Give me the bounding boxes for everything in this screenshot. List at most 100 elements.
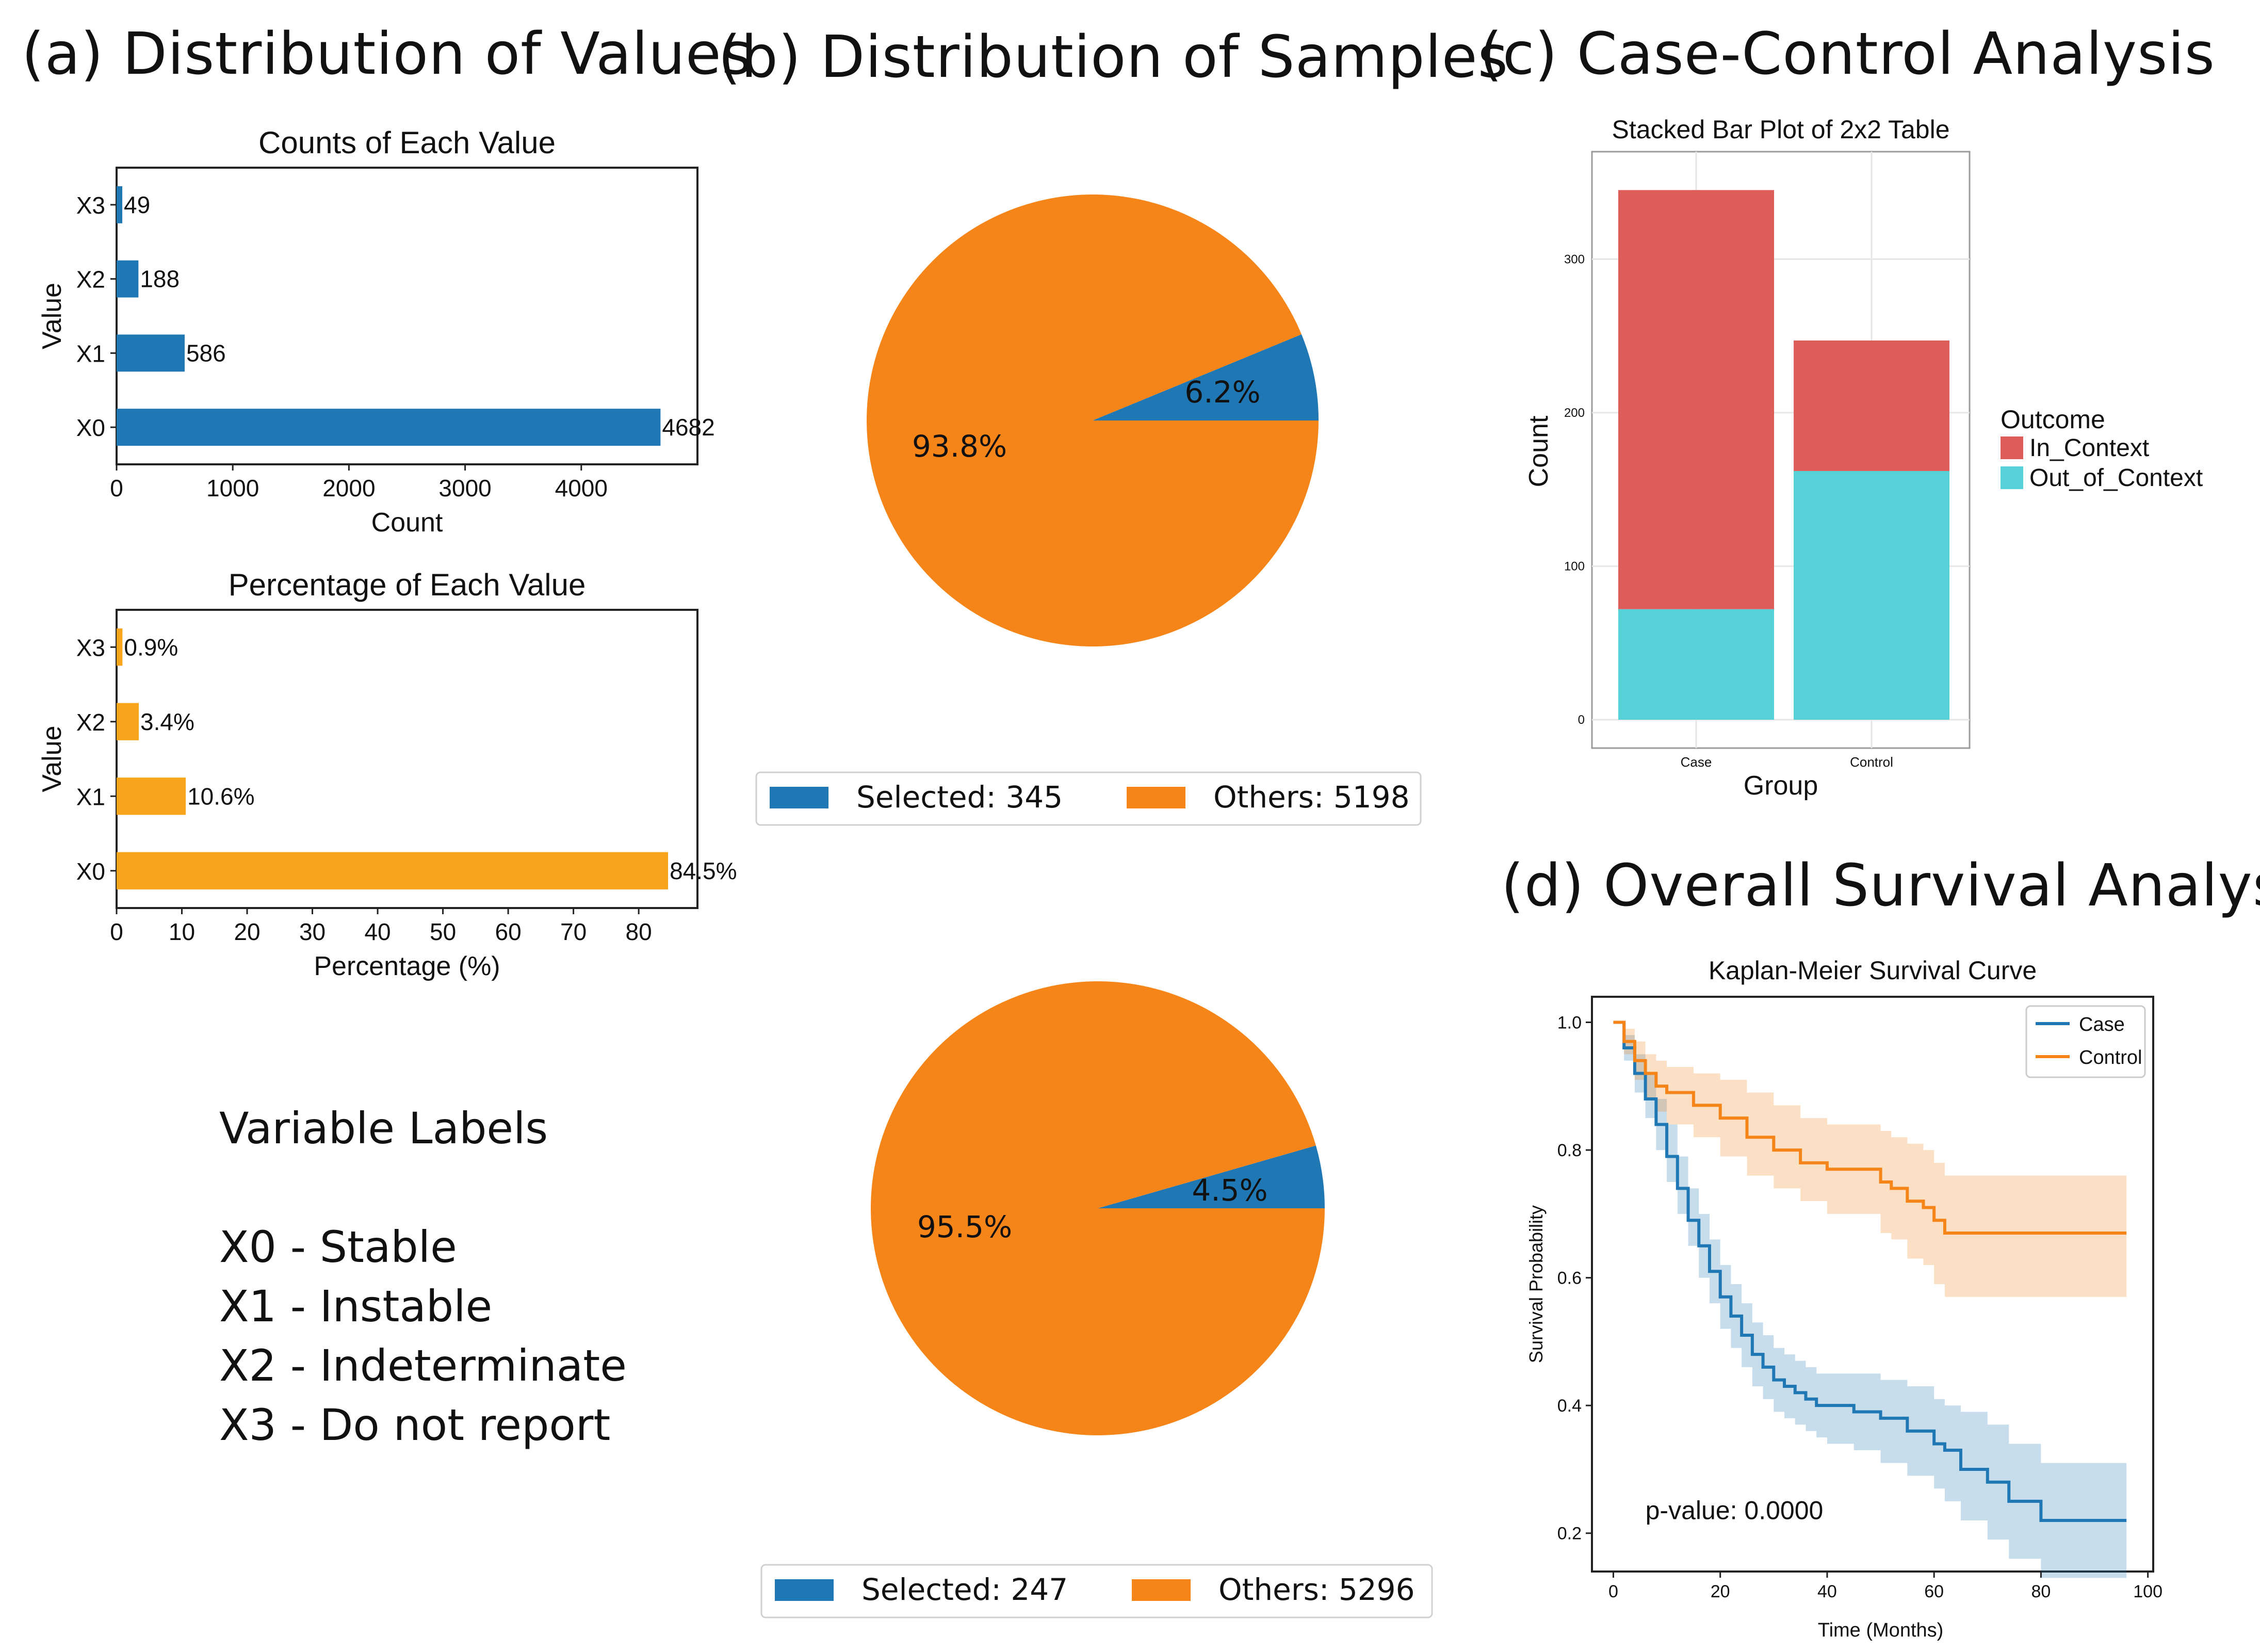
x-tick-label: 2000 bbox=[322, 475, 375, 501]
pie-pct-label: 93.8% bbox=[912, 429, 1007, 464]
legend-label: Selected: 345 bbox=[856, 780, 1063, 815]
y-tick-label: X3 bbox=[76, 192, 105, 219]
y-tick-label: 1.0 bbox=[1557, 1013, 1582, 1033]
x-tick-label: 60 bbox=[495, 918, 522, 945]
y-tick-label: X2 bbox=[76, 709, 105, 736]
variable-label-item: X3 - Do not report bbox=[219, 1400, 611, 1450]
bar-x0 bbox=[117, 409, 661, 446]
bar-x1 bbox=[117, 334, 185, 372]
y-axis-label: Survival Probability bbox=[1525, 1205, 1547, 1363]
x-tick-label: Control bbox=[1850, 754, 1893, 770]
panel-title-d: (d) Overall Survival Analysis bbox=[1501, 852, 2260, 919]
stacked-bar-control-in_context bbox=[1794, 341, 1949, 471]
y-tick-label: 0.8 bbox=[1557, 1141, 1582, 1160]
x-tick-label: 50 bbox=[430, 918, 456, 945]
chart-pie2: 4.5% 95.5% Selected: 247 Others: 5296 bbox=[760, 981, 1433, 1618]
variable-label-item: X0 - Stable bbox=[219, 1222, 457, 1272]
stacked-bar-case-out_of_context bbox=[1618, 609, 1774, 720]
x-tick-label: 0 bbox=[110, 475, 123, 501]
variable-labels-title: Variable Labels bbox=[219, 1103, 548, 1154]
legend-label: Selected: 247 bbox=[861, 1572, 1068, 1607]
chart-title: Counts of Each Value bbox=[258, 125, 556, 160]
x-tick-label: 3000 bbox=[438, 475, 491, 501]
y-tick-label: X3 bbox=[76, 634, 105, 661]
legend-label: Others: 5198 bbox=[1213, 780, 1409, 815]
x-tick-label: 40 bbox=[364, 918, 391, 945]
y-tick-label: X0 bbox=[76, 414, 105, 441]
y-tick-label: 300 bbox=[1564, 252, 1585, 266]
x-tick-label: 40 bbox=[1817, 1582, 1837, 1601]
chart-counts: Counts of Each Value 49 X3 188 X2 586 X1 4682 X0… bbox=[37, 125, 715, 538]
chart-stacked: 0 100 200 300 Case Control Stacked Bar Plot of… bbox=[1524, 115, 2203, 801]
y-tick-label: X1 bbox=[76, 783, 105, 810]
legend-label: Out_of_Context bbox=[2029, 464, 2203, 492]
panel-title-c: (c) Case-Control Analysis bbox=[1479, 21, 2215, 88]
pie-slice-others bbox=[871, 981, 1325, 1435]
x-tick-label: 20 bbox=[234, 918, 260, 945]
ci-band-control bbox=[1613, 1022, 2127, 1297]
legend-label: Control bbox=[2079, 1047, 2142, 1068]
y-tick-label: 0.6 bbox=[1557, 1269, 1582, 1288]
bar-x1 bbox=[117, 778, 186, 815]
legend-swatch bbox=[770, 787, 828, 808]
x-axis-label: Group bbox=[1744, 771, 1818, 801]
y-tick-label: X2 bbox=[76, 266, 105, 293]
x-tick-label: 80 bbox=[626, 918, 652, 945]
x-tick-label: 4000 bbox=[555, 475, 608, 501]
bar-value-label: 49 bbox=[124, 191, 150, 218]
legend-swatch bbox=[2001, 436, 2023, 459]
x-tick-label: 20 bbox=[1711, 1582, 1730, 1601]
legend-swatch bbox=[1127, 787, 1185, 808]
x-tick-label: 100 bbox=[2133, 1582, 2163, 1601]
x-tick-label: 70 bbox=[560, 918, 587, 945]
pie-legend-box bbox=[755, 771, 1422, 826]
survival-line-case bbox=[1613, 1021, 2127, 1522]
variable-label-item: X1 - Instable bbox=[219, 1281, 493, 1332]
bar-value-label: 188 bbox=[140, 266, 180, 293]
y-tick-label: 0.4 bbox=[1557, 1396, 1582, 1416]
bar-value-label: 10.6% bbox=[187, 783, 254, 809]
stacked-bar-control-out_of_context bbox=[1794, 471, 1949, 720]
x-tick-label: 30 bbox=[299, 918, 326, 945]
pie-slice-others bbox=[867, 194, 1319, 646]
y-tick-label: 100 bbox=[1564, 559, 1585, 573]
y-tick-label: X0 bbox=[76, 858, 105, 885]
x-axis-label: Percentage (%) bbox=[314, 951, 500, 981]
y-axis-label: Count bbox=[1524, 415, 1554, 487]
x-tick-label: 80 bbox=[2031, 1582, 2051, 1601]
legend-label: Case bbox=[2079, 1014, 2125, 1035]
variable-label-item: X2 - Indeterminate bbox=[219, 1340, 627, 1391]
y-axis-label: Value bbox=[37, 725, 67, 792]
chart-percentage: Percentage of Each Value 0.9% X3 3.4% X2 10.6… bbox=[37, 568, 737, 981]
y-tick-label: 200 bbox=[1564, 406, 1585, 420]
x-axis-label: Time (Months) bbox=[1818, 1619, 1944, 1641]
x-tick-label: Case bbox=[1681, 754, 1712, 770]
y-tick-label: 0 bbox=[1578, 713, 1585, 727]
bar-value-label: 3.4% bbox=[140, 708, 194, 735]
y-axis-label: Value bbox=[37, 283, 67, 349]
x-tick-label: 0 bbox=[110, 918, 123, 945]
stacked-bar-case-in_context bbox=[1618, 190, 1774, 609]
bar-x2 bbox=[117, 260, 139, 298]
legend-label: In_Context bbox=[2029, 434, 2149, 462]
pie-pct-label: 6.2% bbox=[1184, 375, 1260, 410]
bar-x3 bbox=[117, 186, 123, 223]
bar-x3 bbox=[117, 628, 123, 666]
x-tick-label: 0 bbox=[1608, 1582, 1618, 1601]
plot-frame bbox=[116, 609, 698, 909]
legend-label: Others: 5296 bbox=[1218, 1572, 1414, 1607]
chart-title: Stacked Bar Plot of 2x2 Table bbox=[1612, 115, 1949, 144]
panel-title-b: (b) Distribution of Samples bbox=[718, 24, 1508, 91]
bar-x2 bbox=[117, 703, 139, 740]
pie-pct-label: 4.5% bbox=[1192, 1173, 1267, 1208]
pie-pct-label: 95.5% bbox=[917, 1209, 1012, 1244]
chart-pie1: 6.2% 93.8% Selected: 345 Others: 5198 bbox=[755, 194, 1422, 826]
pie-slice-selected bbox=[1093, 334, 1319, 420]
x-axis-label: Count bbox=[371, 508, 443, 538]
panel-title-a: (a) Distribution of Values bbox=[22, 21, 753, 88]
y-tick-label: 0.2 bbox=[1557, 1524, 1582, 1544]
legend-title: Outcome bbox=[2001, 405, 2105, 434]
survival-line-control bbox=[1613, 1021, 2127, 1235]
plot-frame bbox=[116, 167, 698, 465]
bar-value-label: 0.9% bbox=[124, 634, 178, 660]
